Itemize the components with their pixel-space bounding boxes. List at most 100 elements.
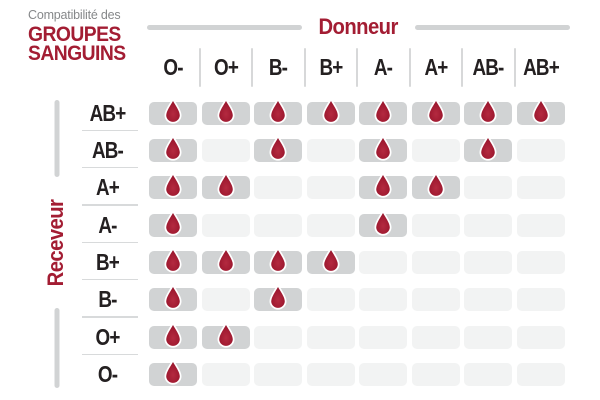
row-separator	[82, 129, 138, 131]
donor-bracket-line-right	[414, 24, 570, 30]
blood-drop-icon	[215, 247, 236, 274]
blood-drop-icon	[268, 98, 289, 125]
cell-B--A+	[411, 288, 460, 312]
row-label-O+: O+	[95, 323, 120, 350]
cell-A+-B+	[306, 176, 355, 200]
cell-B+-A+	[411, 250, 460, 274]
cell-A--O-	[149, 214, 197, 237]
cell-O--O+	[201, 362, 250, 386]
cell-AB+-A+	[411, 102, 460, 125]
cell-A+-AB-	[464, 176, 513, 200]
cell-B+-O+	[201, 251, 250, 274]
cell-A+-O-	[149, 176, 197, 200]
blood-drop-icon	[163, 359, 184, 386]
donor-axis-header: Donneur	[147, 14, 570, 39]
blood-drop-icon	[163, 98, 184, 125]
row-label-A-: A-	[98, 211, 117, 238]
cell-B+-B-	[254, 251, 303, 274]
row-separator	[82, 316, 138, 318]
blood-drop-icon	[320, 98, 341, 125]
blood-drop-icon	[163, 322, 184, 349]
blood-drop-icon	[425, 172, 446, 199]
chart-title-line-groupes: GROUPES	[28, 23, 121, 46]
cell-B+-AB+	[516, 250, 565, 274]
row-label-AB-: AB-	[91, 136, 124, 163]
cell-A--A-	[359, 214, 408, 237]
cell-AB+-AB+	[516, 102, 565, 125]
cell-AB--A-	[359, 139, 408, 162]
blood-drop-icon	[478, 135, 499, 162]
column-separator	[513, 48, 516, 87]
chart-title-subtitle: Compatibilité des	[28, 8, 121, 22]
cell-O+-A-	[359, 325, 408, 349]
cell-A--O+	[201, 213, 250, 237]
blood-drop-icon	[163, 172, 184, 199]
blood-drop-icon	[425, 98, 446, 125]
cell-O--O-	[149, 363, 197, 386]
cell-B+-O-	[149, 251, 197, 274]
cell-A--AB+	[516, 213, 565, 237]
blood-drop-icon	[373, 172, 394, 199]
cell-A--AB-	[464, 213, 513, 237]
cell-O--B-	[254, 362, 303, 386]
blood-drop-icon	[530, 98, 551, 125]
cell-B+-AB-	[464, 250, 513, 274]
cell-O+-O+	[201, 326, 250, 349]
cell-B--B+	[306, 288, 355, 312]
column-separator	[408, 48, 411, 87]
chart-title-line-sanguins: SANGUINS	[28, 42, 126, 65]
cell-AB+-O-	[149, 102, 197, 125]
blood-drop-icon	[163, 284, 184, 311]
col-header-O+: O+	[213, 53, 239, 80]
chart-title: Compatibilité des GROUPES SANGUINS	[28, 8, 134, 65]
col-header-B+: B+	[319, 53, 343, 80]
cell-AB--O-	[149, 139, 197, 162]
cell-A+-A-	[359, 176, 408, 200]
row-separator	[82, 278, 138, 281]
donor-axis-label: Donneur	[318, 14, 399, 39]
cell-O+-A+	[411, 325, 460, 349]
row-separator	[82, 166, 138, 169]
col-header-AB-: AB-	[472, 53, 505, 80]
cell-O+-AB+	[516, 325, 565, 349]
cell-B+-B+	[306, 251, 355, 274]
blood-drop-icon	[163, 135, 184, 162]
cell-B--A-	[359, 288, 408, 312]
cell-O+-B-	[254, 325, 303, 349]
cell-A--B+	[306, 213, 355, 237]
cell-O--B+	[306, 362, 355, 386]
receiver-bracket-line-top	[54, 100, 60, 177]
cell-A--B-	[254, 213, 303, 237]
donor-bracket-line-left	[147, 24, 303, 30]
cell-O+-B+	[306, 325, 355, 349]
row-label-B+: B+	[95, 248, 120, 275]
cell-O--A-	[359, 362, 408, 386]
row-label-B-: B-	[98, 286, 117, 313]
row-label-AB+: AB+	[89, 99, 127, 126]
cell-AB--B-	[254, 139, 303, 162]
column-separator	[198, 48, 201, 87]
cell-AB--AB+	[516, 138, 565, 162]
row-label-O-: O-	[97, 360, 118, 387]
cell-A+-B-	[254, 176, 303, 200]
cell-O--AB+	[516, 362, 565, 386]
col-header-O-: O-	[163, 53, 183, 80]
column-separator	[251, 48, 254, 87]
row-separator	[82, 241, 138, 244]
cell-B--B-	[254, 288, 303, 312]
col-header-A+: A+	[424, 53, 448, 80]
cell-AB+-B-	[254, 102, 303, 125]
blood-drop-icon	[215, 322, 236, 349]
cell-A+-O+	[201, 176, 250, 200]
blood-drop-icon	[478, 98, 499, 125]
col-header-A-: A-	[374, 53, 393, 80]
blood-drop-icon	[268, 284, 289, 311]
cell-O--AB-	[464, 362, 513, 386]
col-header-B-: B-	[268, 53, 288, 80]
row-label-A+: A+	[95, 174, 120, 201]
blood-drop-icon	[163, 247, 184, 274]
cell-AB+-AB-	[464, 102, 513, 125]
blood-drop-icon	[373, 98, 394, 125]
cell-B--O-	[149, 288, 197, 312]
